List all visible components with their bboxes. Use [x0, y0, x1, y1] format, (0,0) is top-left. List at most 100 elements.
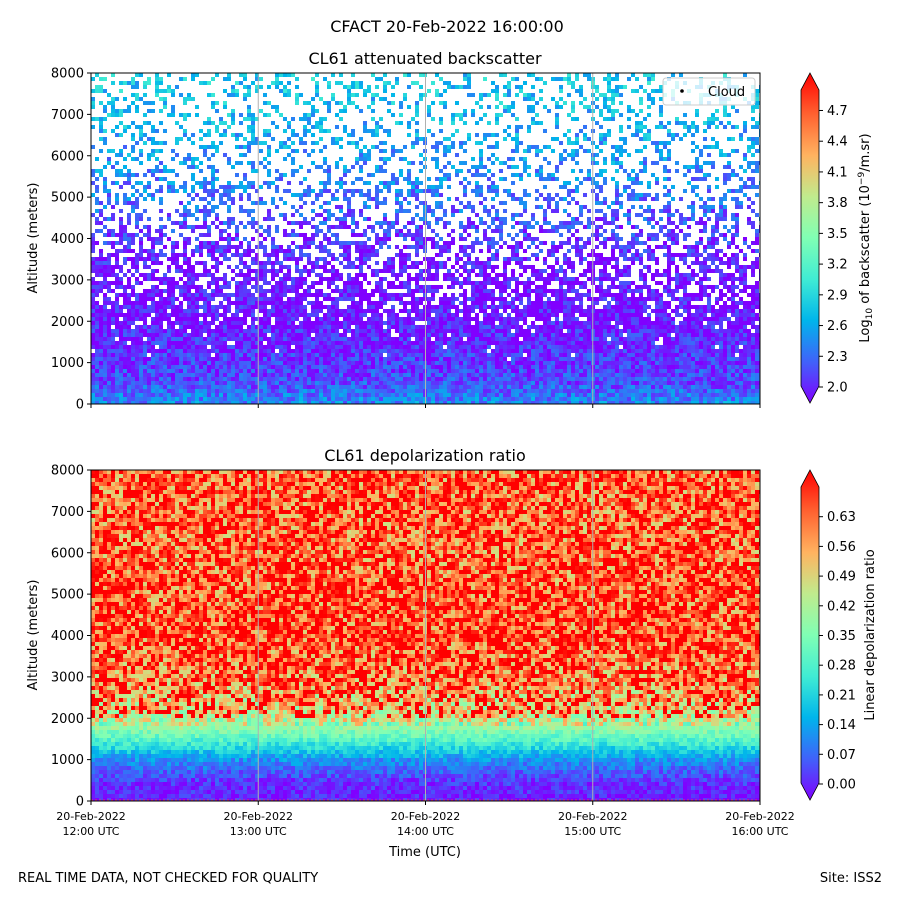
heatmap-cell [331, 289, 335, 293]
heatmap-cell [347, 201, 351, 205]
heatmap-cell [723, 177, 727, 181]
heatmap-cell [479, 193, 483, 197]
heatmap-cell [435, 221, 439, 225]
heatmap-cell [527, 313, 531, 317]
heatmap-cell [427, 237, 431, 241]
heatmap-cell [343, 169, 347, 173]
heatmap-cell [211, 277, 215, 281]
heatmap-cell [451, 145, 455, 149]
heatmap-cell [203, 301, 207, 305]
heatmap-cell [575, 149, 579, 153]
heatmap-cell [663, 205, 667, 209]
heatmap-cell [727, 241, 731, 245]
heatmap-cell [471, 241, 475, 245]
heatmap-cell [391, 313, 395, 317]
heatmap-cell [295, 245, 299, 249]
heatmap-cell [207, 321, 211, 325]
heatmap-cell [175, 257, 179, 261]
heatmap-cell [267, 229, 271, 233]
heatmap-cell [91, 261, 95, 265]
heatmap-cell [315, 121, 319, 125]
heatmap-cell [667, 269, 671, 273]
heatmap-cell [275, 317, 279, 321]
heatmap-cell [543, 321, 547, 325]
heatmap-cell [203, 225, 207, 229]
heatmap-cell [667, 257, 671, 261]
heatmap-cell [207, 193, 211, 197]
heatmap-cell [111, 317, 115, 321]
heatmap-cell [439, 313, 443, 317]
heatmap-cell [755, 237, 759, 241]
heatmap-cell [211, 297, 215, 301]
heatmap-cell [639, 301, 643, 305]
heatmap-cell [703, 205, 707, 209]
heatmap-cell [639, 293, 643, 297]
heatmap-cell [259, 141, 263, 145]
heatmap-cell [443, 293, 447, 297]
heatmap-cell [587, 313, 591, 317]
heatmap-cell [195, 289, 199, 293]
heatmap-cell [603, 269, 607, 273]
heatmap-cell [163, 245, 167, 249]
heatmap-cell [147, 257, 151, 261]
heatmap-cell [175, 241, 179, 245]
heatmap-cell [163, 281, 167, 285]
heatmap-cell [359, 281, 363, 285]
heatmap-cell [667, 245, 671, 249]
heatmap-cell [191, 309, 195, 313]
heatmap-cell [227, 245, 231, 249]
heatmap-cell [171, 313, 175, 317]
heatmap-cell [91, 97, 95, 101]
heatmap-cell [475, 289, 479, 293]
heatmap-cell [467, 317, 471, 321]
heatmap-cell [619, 161, 623, 165]
heatmap-cell [639, 241, 643, 245]
heatmap-cell [267, 261, 271, 265]
heatmap-cell [367, 189, 371, 193]
heatmap-cell [159, 197, 163, 201]
heatmap-cell [299, 245, 303, 249]
heatmap-cell [543, 217, 547, 221]
heatmap-cell [683, 237, 687, 241]
heatmap-cell [583, 241, 587, 245]
heatmap-cell [375, 145, 379, 149]
heatmap-cell [719, 217, 723, 221]
heatmap-cell [131, 257, 135, 261]
heatmap-cell [195, 113, 199, 117]
heatmap-cell [499, 321, 503, 325]
heatmap-cell [187, 261, 191, 265]
heatmap-cell [115, 173, 119, 177]
heatmap-cell [143, 85, 147, 89]
heatmap-cell [747, 305, 751, 309]
heatmap-cell [607, 81, 611, 85]
heatmap-cell [327, 293, 331, 297]
heatmap-cell [363, 321, 367, 325]
heatmap-cell [639, 205, 643, 209]
heatmap-cell [331, 73, 335, 77]
heatmap-cell [171, 185, 175, 189]
heatmap-cell [211, 141, 215, 145]
heatmap-cell [699, 241, 703, 245]
heatmap-cell [451, 273, 455, 277]
heatmap-cell [535, 309, 539, 313]
heatmap-cell [579, 93, 583, 97]
heatmap-cell [183, 269, 187, 273]
heatmap-cell [451, 229, 455, 233]
heatmap-cell [543, 81, 547, 85]
heatmap-cell [555, 301, 559, 305]
heatmap-cell [359, 257, 363, 261]
heatmap-cell [667, 157, 671, 161]
heatmap-cell [367, 305, 371, 309]
heatmap-cell [283, 141, 287, 145]
heatmap-cell [487, 133, 491, 137]
heatmap-cell [619, 309, 623, 313]
heatmap-cell [275, 257, 279, 261]
heatmap-cell [551, 97, 555, 101]
heatmap-cell [311, 133, 315, 137]
heatmap-cell [359, 273, 363, 277]
heatmap-cell [699, 265, 703, 269]
heatmap-cell [555, 269, 559, 273]
heatmap-cell [703, 229, 707, 233]
heatmap-cell [551, 293, 555, 297]
heatmap-cell [103, 241, 107, 245]
